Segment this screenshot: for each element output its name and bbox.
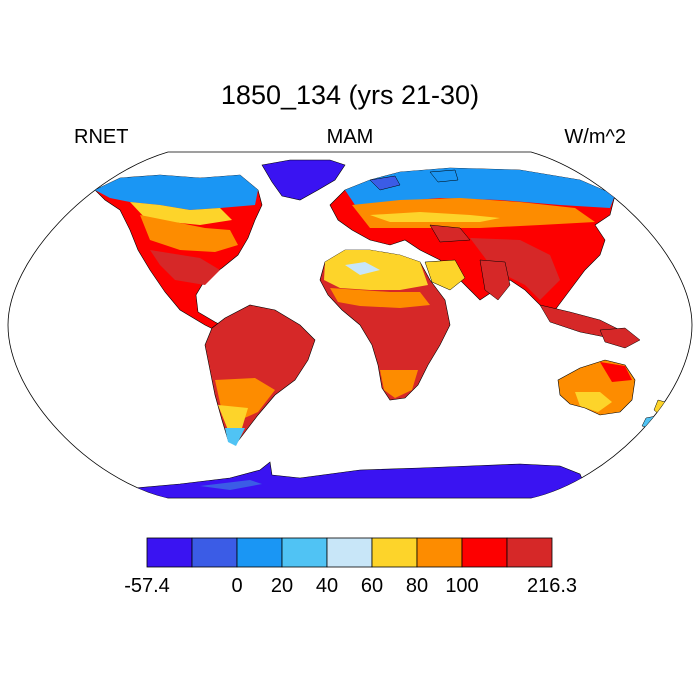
colorbar-tick-label: 20 xyxy=(271,575,293,597)
colorbar-tick-label: 0 xyxy=(231,575,242,597)
colorbar-tick-label: 60 xyxy=(361,575,383,597)
continent-greenland xyxy=(261,159,346,201)
colorbar-tick-label: 216.3 xyxy=(527,575,577,597)
season-label: MAM xyxy=(326,126,374,148)
units-label: W/m^2 xyxy=(564,126,626,148)
colorbar-swatch xyxy=(236,537,283,568)
colorbar-tick-label: 80 xyxy=(406,575,428,597)
colorbar-tick-label: 100 xyxy=(445,575,478,597)
colorbar-swatch xyxy=(371,537,418,568)
colorbar-swatch xyxy=(146,537,193,568)
continent-antarctica xyxy=(129,461,591,498)
colorbar-swatch xyxy=(191,537,238,568)
colorbar-swatch xyxy=(326,537,373,568)
colorbar-tick-label: 40 xyxy=(316,575,338,597)
colorbar: -57.4 0 20 40 60 80 100 216.3 xyxy=(124,537,577,597)
colorbar-swatch xyxy=(506,537,553,568)
variable-label: RNET xyxy=(74,126,129,148)
colorbar-swatch xyxy=(461,537,508,568)
colorbar-tick-label: -57.4 xyxy=(124,575,170,597)
map-title: 1850_134 (yrs 21-30) xyxy=(220,80,480,110)
colorbar-swatch xyxy=(416,537,463,568)
colorbar-swatch xyxy=(281,537,328,568)
